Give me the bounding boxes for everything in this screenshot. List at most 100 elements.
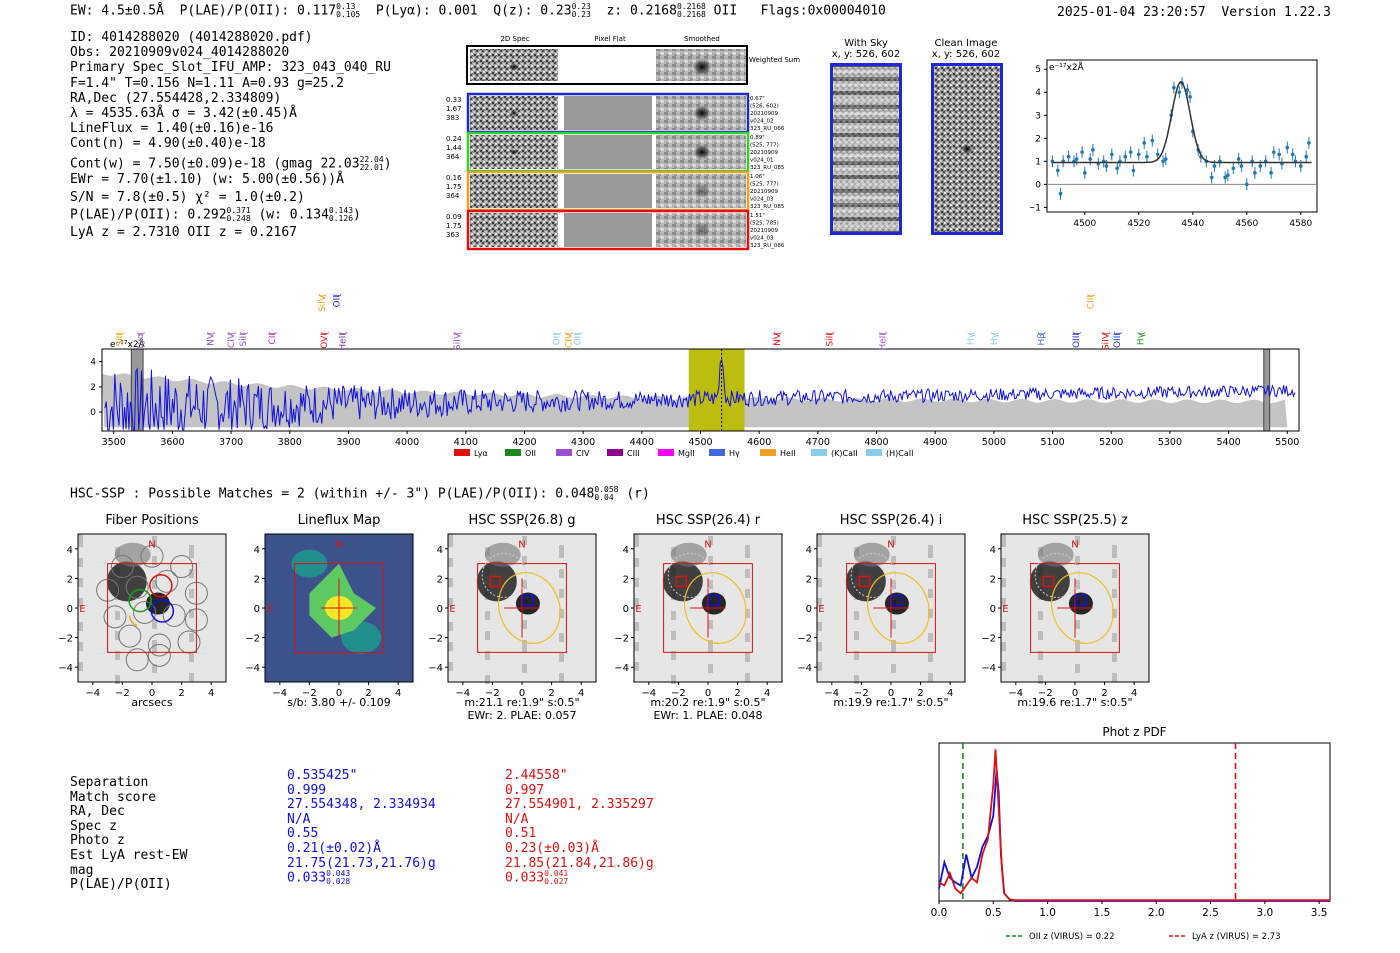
panel-ytick-label: 0: [254, 604, 260, 615]
panel-noise: [78, 538, 83, 543]
panel-noise: [115, 631, 120, 636]
hsc-frac: 0.058 0.04: [594, 485, 619, 502]
cutout-2dspec-spot: [510, 149, 518, 155]
spec-xtick-label: 5300: [1158, 437, 1182, 448]
photz-legend-label: LyA z (VIRUS) = 2.73: [1192, 932, 1281, 942]
fiber-circle: [155, 569, 179, 593]
panel-noise: [559, 545, 564, 550]
cutout-right-stat: v024_01: [750, 158, 774, 164]
panel-noise: [485, 655, 490, 660]
red-value: 0.51: [505, 826, 537, 842]
zoom-chart: e⁻¹⁷x2Å 5 4 3 2 1 0 −1 4500 4520 4540 4560 4580: [1030, 59, 1318, 229]
match-label: mag: [70, 862, 94, 878]
emission-line-bracket: {: [1072, 331, 1081, 336]
panel-noise: [928, 569, 933, 574]
zoom-point: [1131, 168, 1136, 173]
panel-noise: [891, 536, 896, 541]
panel-noise: [522, 536, 527, 541]
panel-noise: [1001, 562, 1006, 567]
panel-noise: [189, 657, 194, 662]
panel-noise: [559, 673, 564, 678]
spectrum-unit: e⁻¹⁷x2Å: [110, 338, 146, 350]
galaxy-blob: [853, 542, 890, 567]
galaxy-blob: [845, 561, 886, 602]
panel-noise: [634, 602, 639, 607]
panel-noise: [522, 668, 527, 673]
panel-noise: [1001, 626, 1006, 631]
panel-noise: [928, 573, 933, 578]
panel-noise: [152, 580, 157, 585]
cutout-smoothed-spot: [693, 183, 711, 199]
panel-ytick-label: 4: [437, 545, 443, 556]
panel-noise: [928, 673, 933, 678]
fiber-blue: [150, 599, 175, 623]
zoom-point: [1066, 154, 1071, 159]
with-sky-xy: x, y: 526, 602: [831, 49, 901, 60]
panel-noise: [891, 644, 896, 649]
datetime: 2025-01-04 23:20:57: [1057, 5, 1206, 20]
panel-noise: [1001, 666, 1006, 671]
aperture-box: [294, 563, 384, 653]
cutout-right-stat: 20210909: [750, 111, 778, 117]
panel-noise: [891, 668, 896, 673]
panel-noise: [1112, 673, 1117, 678]
cutout-right-stat: 323_RU_066: [750, 126, 785, 132]
panel-noise: [854, 675, 859, 680]
cutout-right-stat: (525, 785): [750, 221, 779, 227]
ew-value: EW: 4.5±0.5Å: [70, 3, 164, 19]
catalog-ellipse: [684, 572, 747, 644]
spec-ytick-label: 0: [90, 408, 96, 418]
panel-noise: [78, 542, 83, 547]
panel-noise: [928, 613, 933, 618]
photz-xtick-label: 2.5: [1202, 907, 1219, 919]
panel-noise: [817, 578, 822, 583]
emission-line-label: SiIV: [1101, 332, 1111, 350]
panel-noise: [559, 653, 564, 658]
panel-noise: [485, 611, 490, 616]
panel-noise: [817, 538, 822, 543]
panel-noise: [152, 640, 157, 645]
zoom-xtick-label: 4560: [1235, 219, 1258, 229]
panel-xtick-label: −2: [302, 688, 317, 699]
panel-noise: [928, 593, 933, 598]
zoom-point: [1115, 166, 1119, 171]
panel-noise: [522, 540, 527, 545]
red-value: 21.85(21.84,21.86)g: [505, 855, 654, 871]
panel-noise: [189, 673, 194, 678]
fiber-circle: [147, 633, 171, 657]
panel-noise: [189, 573, 194, 578]
hsc-band: (r): [626, 486, 650, 502]
panel-ytick-label: 2: [437, 574, 443, 585]
panel-noise: [671, 651, 676, 656]
galaxy-blob: [476, 561, 517, 602]
panel-xtick-label: 2: [548, 688, 554, 699]
cutout-pixelflat: [564, 174, 652, 208]
panel-noise: [152, 620, 157, 625]
panel-noise: [1001, 538, 1006, 543]
cutout-smoothed-spot: [693, 144, 711, 160]
panel-noise: [854, 651, 859, 656]
weighted-sum-label: Weighted Sum: [749, 56, 800, 64]
panel-noise: [115, 675, 120, 680]
panel-noise: [1001, 602, 1006, 607]
panel-noise: [928, 637, 933, 642]
spec-xtick-label: 4300: [571, 437, 595, 448]
emission-line-label: NV: [207, 332, 217, 346]
panel-noise: [817, 626, 822, 631]
with-sky-label: With Sky: [844, 38, 888, 49]
panel-noise: [448, 646, 453, 651]
panel-noise: [448, 582, 453, 587]
zoom-point: [1123, 154, 1128, 159]
panel-noise: [928, 653, 933, 658]
panel-noise: [708, 560, 713, 565]
panel-noise: [152, 668, 157, 673]
panel-noise: [634, 538, 639, 543]
panel-ytick-label: 4: [67, 545, 73, 556]
panel-ytick-label: 4: [990, 545, 996, 556]
fiber-circle: [177, 630, 201, 654]
blue-value: N/A: [287, 811, 311, 827]
emission-line-label: OII: [553, 333, 563, 345]
emission-line-bracket: {: [573, 331, 582, 336]
panel-noise: [1001, 662, 1006, 667]
